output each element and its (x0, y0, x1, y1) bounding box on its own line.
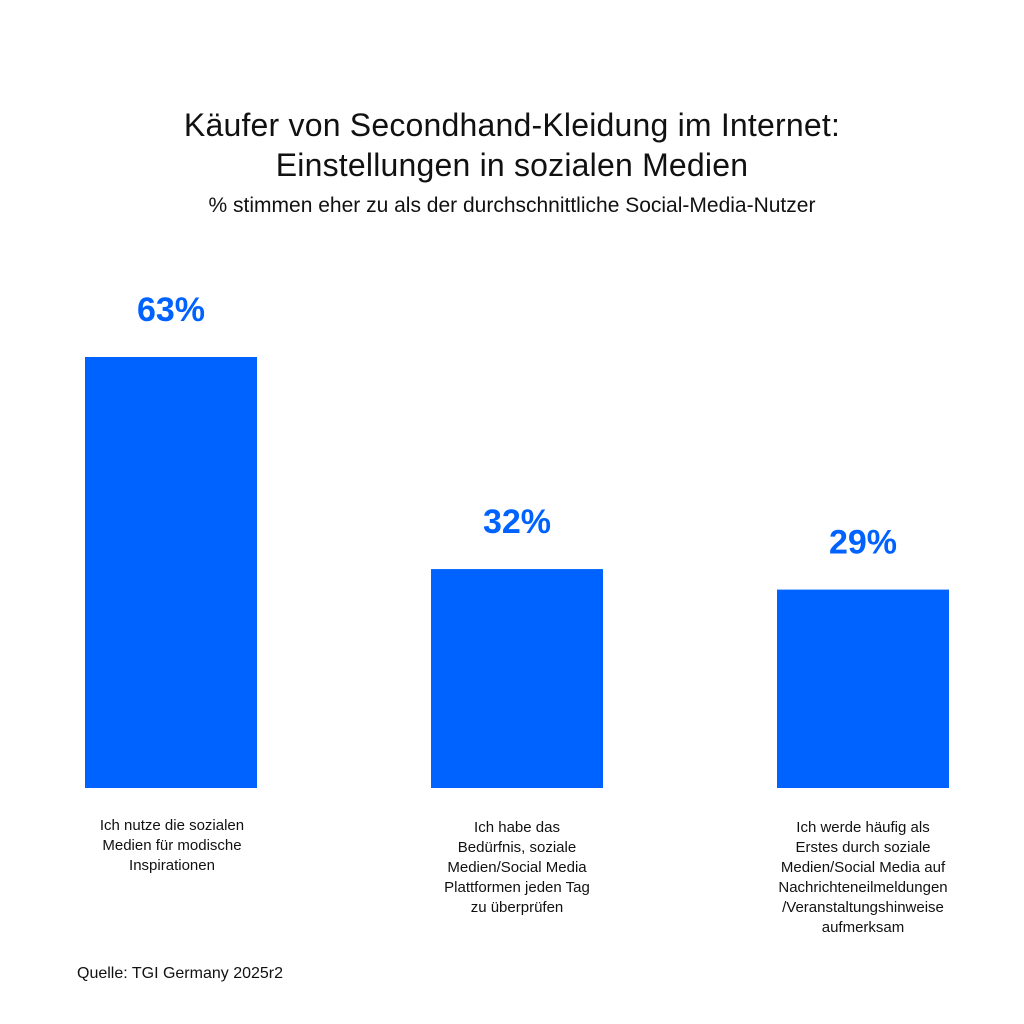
bar-3 (777, 589, 949, 788)
category-label-1: Ich nutze die sozialen Medien für modisc… (99, 817, 245, 874)
value-label-3: 29% (829, 524, 897, 562)
category-label-2: Ich habe das Bedürfnis, soziale Medien/S… (444, 819, 590, 916)
bar-2 (431, 569, 603, 788)
chart-title-line-2: Einstellungen in sozialen Medien (275, 147, 749, 183)
chart-subtitle: % stimmen eher zu als der durchschnittli… (208, 194, 816, 217)
bar-1 (85, 357, 257, 788)
category-label-3: Ich werde häufig als Erstes durch sozial… (778, 819, 948, 936)
value-label-2: 32% (483, 503, 551, 541)
source-note: Quelle: TGI Germany 2025r2 (77, 965, 284, 982)
chart-title-line-1: Käufer von Secondhand-Kleidung im Intern… (183, 107, 841, 143)
value-label-1: 63% (137, 291, 205, 329)
